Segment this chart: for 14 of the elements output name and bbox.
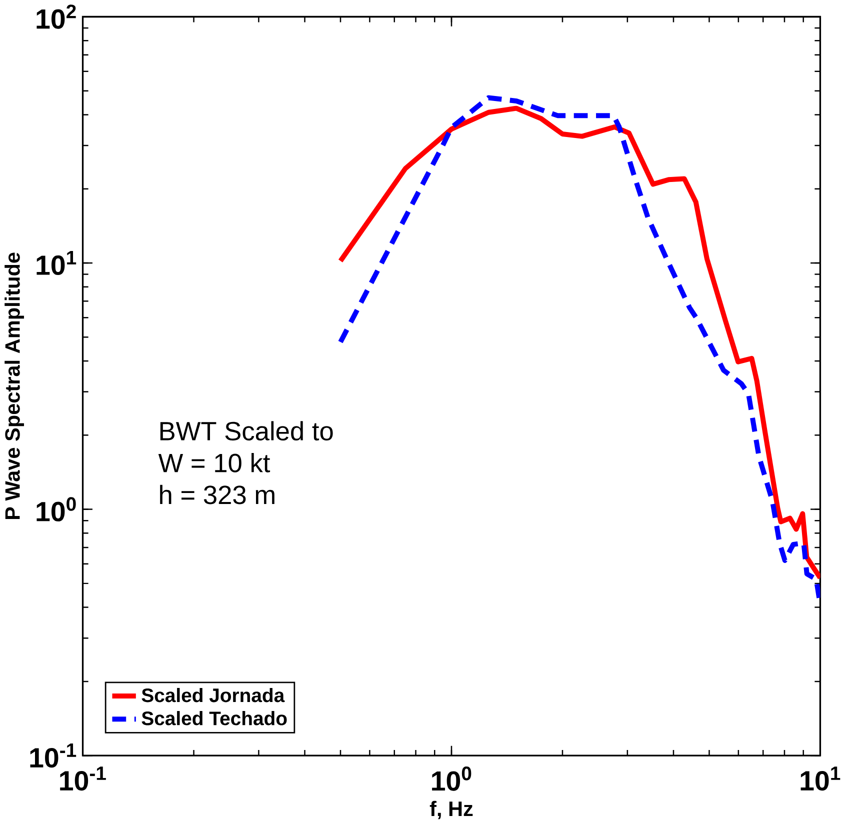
x-tick-label: 10$^{1}$ bbox=[800, 766, 840, 791]
legend-label: Scaled Techado bbox=[142, 711, 287, 726]
x-tick-label: 10$^{-1}$ bbox=[60, 766, 106, 791]
y-tick-label: 10$^{2}$ bbox=[36, 4, 76, 29]
x-axis-title: f, Hz bbox=[430, 800, 473, 820]
y-tick-label: 10$^{0}$ bbox=[36, 497, 76, 522]
x-tick-label: 10$^{0}$ bbox=[432, 766, 472, 791]
y-tick-label: 10$^{1}$ bbox=[36, 251, 76, 276]
y-tick-label: 10$^{-1}$ bbox=[30, 744, 76, 768]
y-axis-title: P Wave Spectral Amplitude bbox=[4, 252, 24, 520]
annotation: W = 10 kt bbox=[158, 453, 270, 472]
annotation: BWT Scaled to bbox=[160, 421, 333, 441]
annotation: h = 323 m bbox=[160, 485, 274, 504]
legend-label: Scaled Jornada bbox=[142, 688, 285, 702]
